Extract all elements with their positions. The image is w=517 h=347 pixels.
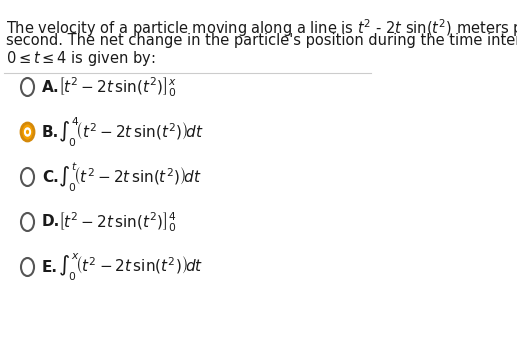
Circle shape [21,78,34,96]
Text: $\int_0^x\!\left(t^2 - 2t\,\sin(t^2)\right)\!dt$: $\int_0^x\!\left(t^2 - 2t\,\sin(t^2)\rig… [58,251,203,283]
Text: second. The net change in the particle's position during the time interval: second. The net change in the particle's… [6,33,517,48]
Text: D.: D. [42,214,60,229]
Circle shape [21,213,34,231]
Text: C.: C. [42,169,59,185]
Text: $\left[t^2 - 2t\,\sin(t^2)\right]_0^4$: $\left[t^2 - 2t\,\sin(t^2)\right]_0^4$ [58,210,176,234]
Circle shape [25,128,31,136]
Text: $\int_0^t\!\left(t^2 - 2t\,\sin(t^2)\right)\!dt$: $\int_0^t\!\left(t^2 - 2t\,\sin(t^2)\rig… [58,160,202,194]
Text: The velocity of a particle moving along a line is $t^2$ - 2$t$ sin($t^2$) meters: The velocity of a particle moving along … [6,17,517,39]
Text: $\int_0^4\!\left(t^2 - 2t\,\sin(t^2)\right)\!dt$: $\int_0^4\!\left(t^2 - 2t\,\sin(t^2)\rig… [58,115,204,149]
Circle shape [21,258,34,276]
Text: E.: E. [42,260,58,274]
Circle shape [21,123,34,141]
Circle shape [21,168,34,186]
Text: A.: A. [42,79,59,94]
Text: B.: B. [42,125,59,139]
Text: $\left[t^2 - 2t\,\sin(t^2)\right]_0^x$: $\left[t^2 - 2t\,\sin(t^2)\right]_0^x$ [58,75,177,99]
Text: $0 \leq t \leq 4$ is given by:: $0 \leq t \leq 4$ is given by: [6,49,155,68]
Circle shape [26,130,29,134]
